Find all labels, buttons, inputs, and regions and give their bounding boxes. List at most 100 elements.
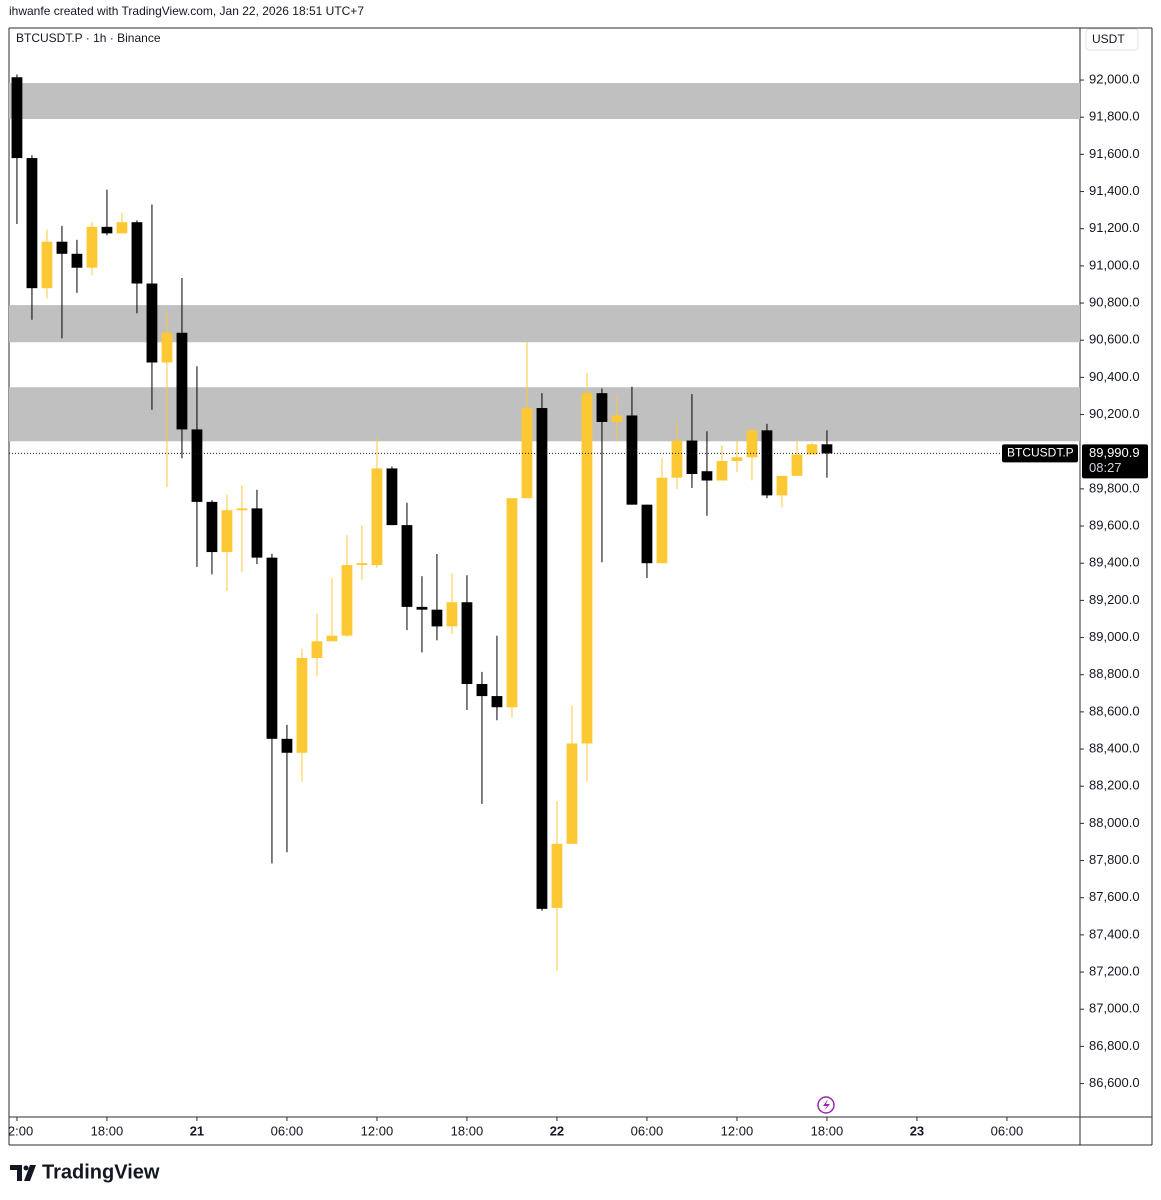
y-tick-label: 90,200.0 (1089, 406, 1140, 421)
y-tick-label: 89,000.0 (1089, 629, 1140, 644)
candle-body (536, 408, 548, 909)
y-tick-label: 90,800.0 (1089, 294, 1140, 309)
candle-body (671, 440, 683, 478)
candle-body (356, 563, 368, 566)
candle-body (731, 457, 743, 461)
candle-body (611, 415, 623, 422)
time-axis: 12:00 18:00 21 06:00 12:00 18:00 22 06:00 12:00 1… (1, 1117, 1024, 1138)
y-tick-label: 88,000.0 (1089, 815, 1140, 830)
candle-body (56, 241, 68, 254)
y-tick-label: 87,000.0 (1089, 1001, 1140, 1016)
y-tick-label: 91,200.0 (1089, 220, 1140, 235)
candle-body (86, 226, 98, 268)
y-tick-label: 86,800.0 (1089, 1038, 1140, 1053)
candle-body (236, 508, 248, 511)
brand: TradingView (42, 1161, 160, 1183)
y-tick-label: 88,400.0 (1089, 740, 1140, 755)
candle-body (266, 557, 278, 739)
plot (9, 74, 1080, 972)
candle-body (476, 684, 488, 697)
unit-label: USDT (1092, 32, 1125, 46)
x-tick-label: 18:00 (811, 1123, 844, 1138)
candle-body (461, 602, 473, 685)
candle-body (821, 444, 833, 454)
candle-body (626, 415, 638, 505)
y-tick-label: 90,400.0 (1089, 369, 1140, 384)
x-tick-label: 23 (910, 1123, 924, 1138)
candle-body (431, 609, 443, 627)
candle-body (491, 696, 503, 708)
y-tick-label: 89,800.0 (1089, 480, 1140, 495)
candle-body (686, 440, 698, 475)
x-tick-label: 22 (550, 1123, 564, 1138)
candle-body (341, 565, 353, 636)
zone (9, 83, 1080, 120)
candle-body (296, 657, 308, 753)
candle-body (251, 508, 263, 558)
last-symbol-label: BTCUSDT.P (1007, 446, 1074, 460)
countdown-label: 08:27 (1089, 460, 1122, 475)
y-tick-label: 88,600.0 (1089, 703, 1140, 718)
y-tick-label: 92,000.0 (1089, 71, 1140, 86)
zone (9, 305, 1080, 343)
alert-icon (817, 1096, 835, 1114)
candle-body (416, 606, 428, 610)
x-tick-label: 18:00 (451, 1123, 484, 1138)
candle-body (641, 504, 653, 564)
candle-body (371, 468, 383, 566)
candle-body (41, 241, 53, 289)
candle-body (701, 471, 713, 481)
unit-box (1085, 28, 1139, 51)
candle-body (746, 430, 758, 458)
x-tick-label: 06:00 (271, 1123, 304, 1138)
candle-body (281, 738, 293, 753)
candle-body (71, 253, 83, 268)
y-tick-label: 89,400.0 (1089, 555, 1140, 570)
candle-body (506, 498, 518, 708)
last-price-box (1082, 444, 1148, 479)
x-tick-label: 12:00 (1, 1123, 34, 1138)
x-tick-label: 06:00 (631, 1123, 664, 1138)
candle-body (401, 525, 413, 607)
x-tick-label: 18:00 (91, 1123, 124, 1138)
candle-body (311, 641, 323, 658)
y-tick-label: 86,600.0 (1089, 1075, 1140, 1090)
x-tick-label: 21 (190, 1123, 204, 1138)
candle-body (116, 222, 128, 234)
x-tick-label: 12:00 (361, 1123, 394, 1138)
candle-body (191, 429, 203, 502)
y-tick-label: 91,000.0 (1089, 257, 1140, 272)
y-tick-label: 88,200.0 (1089, 778, 1140, 793)
candle-body (221, 510, 233, 553)
candle-body (566, 743, 578, 844)
candle-body (791, 454, 803, 476)
y-tick-label: 87,800.0 (1089, 852, 1140, 867)
candle-body (656, 477, 668, 564)
y-tick-label: 90,600.0 (1089, 332, 1140, 347)
candle-body (326, 635, 338, 642)
x-tick-label: 12:00 (721, 1123, 754, 1138)
candle-body (161, 332, 173, 363)
candle-body (11, 77, 23, 159)
y-tick-label: 91,400.0 (1089, 183, 1140, 198)
y-tick-label: 87,600.0 (1089, 889, 1140, 904)
candle-body (206, 501, 218, 553)
candle-body (26, 158, 38, 289)
candle-body (446, 602, 458, 627)
y-tick-label: 91,800.0 (1089, 109, 1140, 124)
brand-logo (10, 1165, 36, 1181)
y-tick-label: 87,200.0 (1089, 963, 1140, 978)
y-tick-label: 88,800.0 (1089, 666, 1140, 681)
candle-body (521, 408, 533, 499)
y-tick-label: 89,600.0 (1089, 517, 1140, 532)
y-tick-label: 89,200.0 (1089, 592, 1140, 607)
candle-body (716, 460, 728, 481)
y-tick-label: 87,400.0 (1089, 926, 1140, 941)
candle-body (551, 843, 563, 908)
candle-body (146, 283, 158, 363)
x-tick-label: 06:00 (991, 1123, 1024, 1138)
candle-body (131, 222, 143, 284)
last-price-label: 89,990.9 (1089, 445, 1140, 460)
